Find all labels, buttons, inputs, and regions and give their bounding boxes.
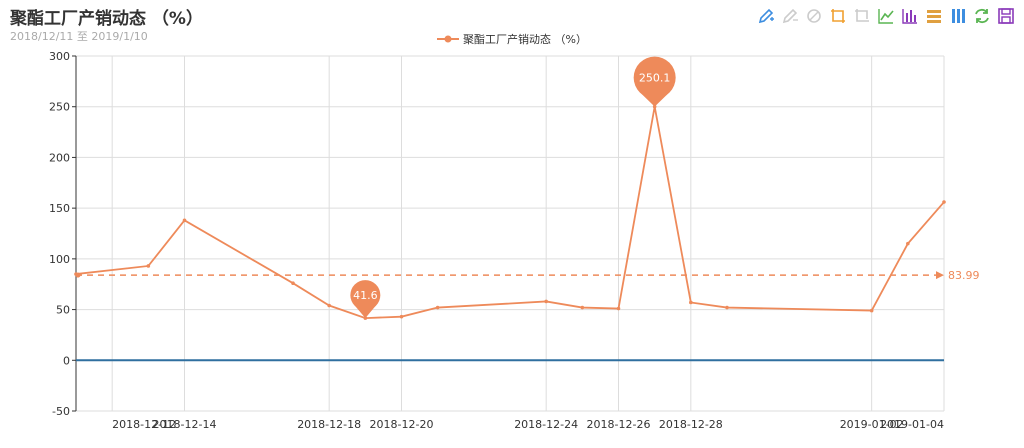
x-tick-label: 2018-12-28 <box>659 418 723 431</box>
axes: -500501001502002503002018-12-122018-12-1… <box>49 50 944 431</box>
y-tick-label: 0 <box>63 354 70 367</box>
legend-line-marker-icon <box>437 35 459 43</box>
x-tick-label: 2019-01-02 <box>840 418 904 431</box>
y-tick-label: 200 <box>49 151 70 164</box>
pin-head <box>350 280 381 311</box>
data-point <box>327 303 331 308</box>
series-layer <box>74 104 946 320</box>
data-point <box>146 264 151 268</box>
data-point <box>291 281 295 286</box>
data-point <box>435 305 440 310</box>
x-tick-label: 2018-12-14 <box>153 418 217 431</box>
data-point <box>906 241 910 246</box>
data-zoom-icon[interactable] <box>828 6 848 26</box>
y-tick-label: 150 <box>49 202 70 215</box>
x-tick-label: 2019-01-04 <box>880 418 944 431</box>
data-point <box>544 299 548 304</box>
tiled-icon[interactable] <box>948 6 968 26</box>
data-point <box>689 300 693 305</box>
mark-point-pin: 250.1 <box>633 56 676 107</box>
x-tick-label: 2018-12-24 <box>514 418 578 431</box>
mark-point-label: 41.6 <box>353 289 378 302</box>
mark-clear-icon[interactable] <box>804 6 824 26</box>
y-tick-label: -50 <box>52 405 70 418</box>
y-tick-label: 100 <box>49 253 70 266</box>
data-point <box>942 200 946 204</box>
line-chart-icon[interactable] <box>876 6 896 26</box>
page-subtitle: 2018/12/11 至 2019/1/10 <box>10 30 148 43</box>
x-tick-label: 2018-12-20 <box>370 418 434 431</box>
legend-label: 聚酯工厂产销动态 （%） <box>463 33 587 46</box>
save-image-icon[interactable] <box>996 6 1016 26</box>
bar-chart-icon[interactable] <box>900 6 920 26</box>
series-line <box>75 106 945 319</box>
mark-layer: 83.99 41.6 250.1 <box>75 56 980 319</box>
restore-icon[interactable] <box>972 6 992 26</box>
data-point <box>869 308 874 313</box>
data-point <box>580 305 585 310</box>
chart-toolbox <box>756 6 1016 26</box>
chart-legend[interactable]: 聚酯工厂产销动态 （%） <box>437 31 587 47</box>
data-point <box>399 314 404 319</box>
y-tick-label: 300 <box>49 50 70 63</box>
average-line-label: 83.99 <box>948 269 980 282</box>
data-point <box>616 306 621 311</box>
pin-head <box>633 56 676 99</box>
mark-point-pin: 41.6 <box>350 280 381 319</box>
y-tick-label: 250 <box>49 101 70 114</box>
page-title: 聚酯工厂产销动态 （%） <box>10 9 203 29</box>
x-tick-label: 2018-12-18 <box>297 418 361 431</box>
data-point <box>363 316 368 320</box>
data-point <box>725 305 729 310</box>
data-point <box>182 218 187 223</box>
average-line-arrow <box>936 271 944 280</box>
y-tick-label: 50 <box>56 304 70 317</box>
average-line-start <box>75 272 81 278</box>
stack-icon[interactable] <box>924 6 944 26</box>
x-tick-label: 2018-12-26 <box>587 418 651 431</box>
mark-pen-icon[interactable] <box>756 6 776 26</box>
mark-point-label: 250.1 <box>639 72 671 85</box>
mark-eraser-icon[interactable] <box>780 6 800 26</box>
data-zoom-reset-icon[interactable] <box>852 6 872 26</box>
x-tick-label: 2018-12-12 <box>112 418 176 431</box>
